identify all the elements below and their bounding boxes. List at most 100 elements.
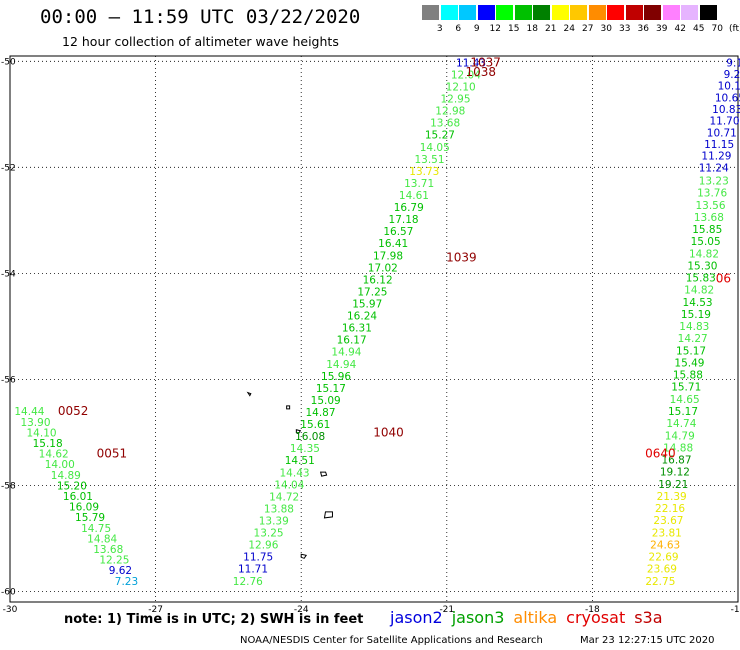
legend-label: 70 — [711, 24, 723, 34]
wave-height-value: 15.83 — [686, 273, 716, 285]
wave-height-value: 12.98 — [435, 106, 465, 118]
wave-height-value: 15.97 — [352, 298, 382, 310]
legend-label: 6 — [455, 24, 462, 34]
y-tick-label: -52 — [1, 163, 16, 173]
wave-height-value: 14.05 — [420, 142, 450, 154]
wave-height-value: 14.83 — [679, 321, 709, 333]
wave-height-value: 17.25 — [357, 286, 387, 298]
legend-label: 45 — [693, 24, 705, 34]
wave-height-value: 15.17 — [316, 383, 346, 395]
y-tick-label: -58 — [1, 481, 16, 491]
wave-height-value: 15.71 — [671, 382, 701, 394]
wave-height-value: 14.51 — [285, 455, 315, 467]
wave-height-value: 12.04 — [451, 69, 481, 81]
x-tick-label: -21 — [439, 605, 454, 615]
wave-height-value: 15.30 — [687, 260, 717, 272]
wave-height-value: 14.89 — [51, 470, 81, 482]
timestamp: Mar 23 12:27:15 UTC 2020 — [580, 635, 715, 646]
wave-height-value: 14.61 — [399, 190, 429, 202]
legend-swatch — [514, 5, 532, 20]
wave-height-value: 11.29 — [701, 151, 731, 163]
wave-height-value: 12.10 — [446, 81, 476, 93]
wave-height-value: 23.81 — [652, 527, 682, 539]
legend-label: 33 — [619, 24, 631, 34]
wave-height-value: 22.69 — [649, 552, 679, 564]
wave-height-value: 15.61 — [300, 419, 330, 431]
wave-height-value: 14.94 — [331, 347, 361, 359]
chart-subtitle: 12 hour collection of altimeter wave hei… — [62, 34, 339, 49]
wave-height-value: 16.79 — [394, 202, 424, 214]
sat-altika: altika — [513, 608, 558, 627]
island-outline — [286, 405, 291, 410]
wave-height-value: 17.98 — [373, 250, 403, 262]
wave-height-value: 14.72 — [269, 491, 299, 503]
wave-height-value: 15.09 — [311, 395, 341, 407]
wave-height-value: 22.75 — [645, 576, 675, 588]
wave-height-value: 13.88 — [264, 503, 294, 515]
wave-height-value: 15.85 — [692, 224, 722, 236]
wave-height-value: 15.05 — [691, 236, 721, 248]
wave-height-value: 14.10 — [27, 427, 57, 439]
legend-swatch — [681, 5, 698, 20]
wave-height-value: 23.69 — [647, 564, 677, 576]
legend-label: 9 — [473, 24, 480, 34]
legend-swatch — [496, 5, 513, 20]
island-outline — [246, 391, 252, 397]
wave-height-value: 13.25 — [254, 528, 284, 540]
wave-height-value: 13.56 — [695, 200, 725, 212]
sat-cryosat: cryosat — [566, 608, 626, 627]
wave-height-value: 13.71 — [404, 178, 434, 190]
legend-label: 39 — [656, 24, 668, 34]
wave-height-value: 14.94 — [326, 359, 356, 371]
wave-height-value: 11.75 — [243, 552, 273, 564]
chart-title: 00:00 – 11:59 UTC 03/22/2020 — [40, 6, 361, 28]
legend-swatch — [551, 5, 569, 20]
wave-height-value: 16.41 — [378, 238, 408, 250]
wave-height-value: 16.57 — [383, 226, 413, 238]
wave-height-value: 12.96 — [248, 540, 278, 552]
legend-swatch — [588, 5, 606, 20]
island-outline — [295, 429, 302, 435]
wave-height-value: 16.12 — [363, 274, 393, 286]
wave-height-value: 9.22 — [724, 69, 740, 81]
wave-height-value: 7.23 — [115, 576, 138, 588]
wave-height-value: 24.63 — [650, 539, 680, 551]
wave-height-value: 10.71 — [707, 127, 737, 139]
wave-height-value: 19.12 — [660, 467, 690, 479]
wave-height-value: 13.23 — [699, 176, 729, 188]
legend-swatch — [662, 5, 680, 20]
wave-height-value: 11.43 — [456, 57, 486, 69]
legend-label: 18 — [526, 24, 538, 34]
wave-height-value: 15.19 — [681, 309, 711, 321]
wave-height-value: 11.24 — [699, 162, 729, 174]
wave-height-value: 13.90 — [20, 417, 50, 429]
legend-label: 3 — [436, 24, 443, 34]
wave-height-value: 15.17 — [668, 406, 698, 418]
wave-height-value: 10.65 — [715, 92, 740, 104]
wave-height-value: 16.01 — [63, 491, 93, 503]
legend-swatch — [533, 5, 550, 20]
legend-label: (ft) — [728, 24, 740, 34]
legend-label: 30 — [600, 24, 612, 34]
wave-height-value: 14.04 — [274, 479, 304, 491]
footer-note: note: 1) Time is in UTC; 2) SWH is in fe… — [64, 612, 364, 627]
legend-swatch — [440, 5, 458, 20]
wave-height-value: 14.75 — [81, 523, 111, 535]
legend-label: 12 — [489, 24, 501, 34]
wave-height-value: 16.08 — [295, 431, 325, 443]
time-label: 1040 — [373, 425, 404, 439]
plot-frame — [9, 55, 739, 603]
time-label: 0052 — [58, 404, 89, 418]
wave-height-value: 14.88 — [663, 442, 693, 454]
wave-height-value: 15.79 — [75, 512, 105, 524]
wave-height-value: 12.76 — [233, 576, 263, 588]
wave-height-value: 14.43 — [280, 467, 310, 479]
x-tick-label: -18 — [585, 605, 600, 615]
legend-swatch — [644, 5, 661, 20]
wave-height-value: 15.17 — [676, 345, 706, 357]
legend-swatch — [607, 5, 624, 20]
wave-height-value: 13.68 — [694, 212, 724, 224]
wave-height-value: 14.74 — [666, 418, 696, 430]
x-tick-label: -24 — [294, 605, 309, 615]
